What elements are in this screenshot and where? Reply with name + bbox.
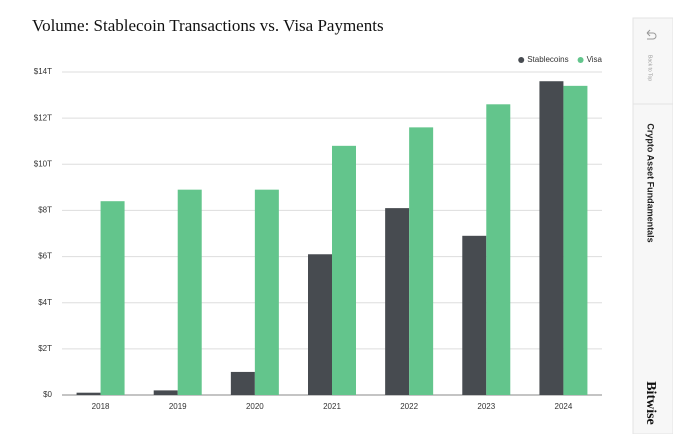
back-to-top[interactable]: Back to Top — [647, 55, 653, 81]
legend-label: Visa — [587, 55, 603, 64]
legend-label: Stablecoins — [527, 55, 568, 64]
chart-title: Volume: Stablecoin Transactions vs. Visa… — [32, 16, 384, 35]
bar — [409, 127, 434, 395]
bar — [100, 201, 125, 395]
bar — [563, 85, 588, 395]
bar — [385, 208, 410, 395]
bar — [230, 371, 255, 395]
y-tick-label: $10T — [34, 159, 52, 168]
y-tick-label: $4T — [38, 298, 52, 307]
y-tick-label: $2T — [38, 344, 52, 353]
bar — [177, 189, 202, 395]
bar — [308, 254, 332, 395]
sidebar-panel — [632, 17, 673, 434]
legend-swatch — [518, 57, 525, 63]
x-tick-label: 2018 — [92, 402, 110, 411]
sidebar: Back to Top Crypto Asset Fundamentals Bi… — [632, 17, 673, 434]
bar — [332, 145, 356, 395]
bar — [462, 235, 487, 395]
y-tick-label: $0 — [43, 390, 52, 399]
bar — [153, 390, 178, 395]
y-tick-label: $8T — [38, 206, 52, 215]
x-tick-label: 2020 — [246, 402, 264, 411]
bar — [539, 81, 564, 395]
bar — [76, 392, 101, 395]
bar — [486, 104, 511, 396]
section-label[interactable]: Crypto Asset Fundamentals — [646, 123, 656, 242]
x-tick-label: 2024 — [555, 402, 573, 411]
x-tick-label: 2021 — [323, 402, 341, 411]
y-tick-label: $12T — [34, 113, 52, 122]
y-tick-label: $14T — [34, 67, 52, 76]
bar — [254, 189, 279, 395]
x-tick-label: 2023 — [477, 402, 495, 411]
legend-swatch — [577, 57, 584, 63]
x-tick-label: 2022 — [400, 402, 418, 411]
back-icon[interactable] — [646, 29, 657, 40]
brand[interactable]: Bitwise — [643, 381, 658, 425]
x-tick-label: 2019 — [169, 402, 187, 411]
y-tick-label: $6T — [38, 252, 52, 261]
